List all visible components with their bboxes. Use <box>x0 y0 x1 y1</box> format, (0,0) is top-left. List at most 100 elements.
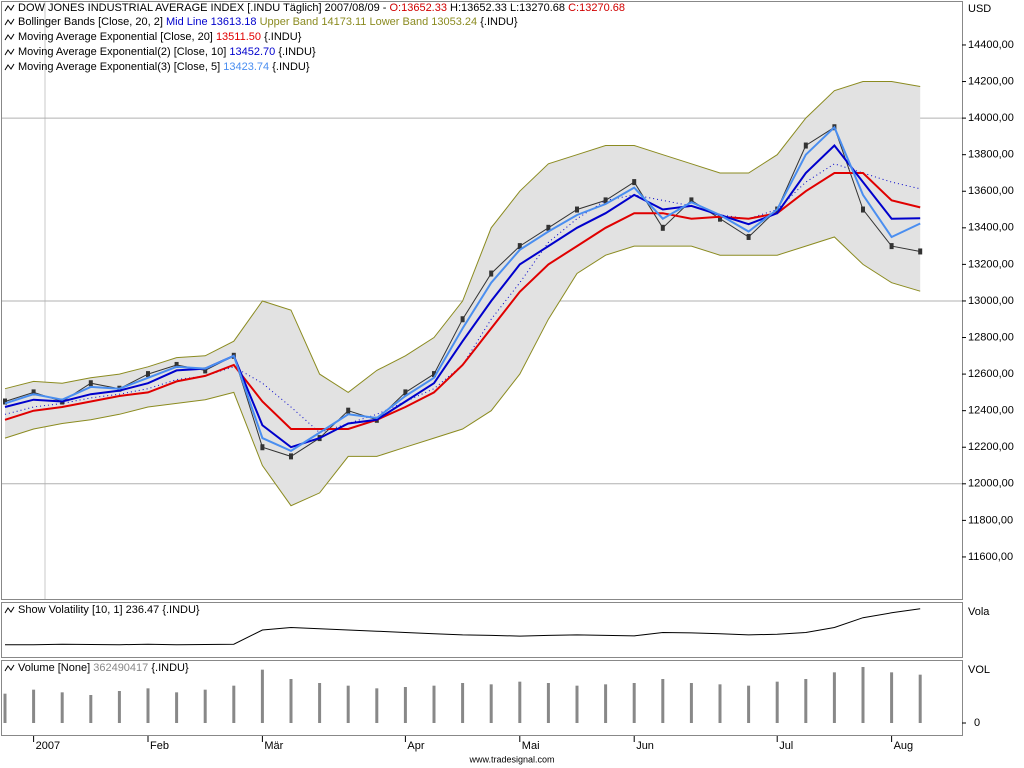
volume-bar <box>32 689 36 723</box>
volume-bar <box>3 693 7 723</box>
close-mark <box>203 367 208 374</box>
volume-bar <box>203 689 207 723</box>
close-mark <box>460 316 465 323</box>
legend-text: Bollinger Bands [Close, 20, 2] <box>18 16 163 28</box>
band-line <box>4 81 921 394</box>
volume-bar <box>432 685 436 723</box>
legend-line: Moving Average Exponential [Close, 20] 1… <box>18 31 302 43</box>
close-mark <box>260 444 265 451</box>
legend-text: Lower Band <box>370 16 429 28</box>
volume-bar <box>60 692 64 723</box>
vola-panel <box>1 602 963 658</box>
legend-line: Show Volatility [10, 1] 236.47 {.INDU} <box>18 604 200 616</box>
volume-bar <box>689 683 693 723</box>
volume-bar <box>489 684 493 723</box>
close-mark <box>632 179 637 186</box>
legend-text: {.INDU} <box>278 46 316 58</box>
close-mark <box>918 248 923 255</box>
x-tick-label: Aug <box>894 740 914 752</box>
legend-icon <box>4 4 15 12</box>
legend-text: C:13270.68 <box>568 2 625 14</box>
vola-axis-label: Vola <box>968 606 990 618</box>
close-mark <box>803 142 808 149</box>
x-tick-label: Jun <box>636 740 654 752</box>
volume-bar <box>260 669 264 723</box>
y-tick-label: 12800,00 <box>968 331 1014 343</box>
legend-line: Moving Average Exponential(3) [Close, 5]… <box>18 61 310 73</box>
legend-text: H:13652.33 L:13270.68 <box>450 2 565 14</box>
close-mark <box>289 453 293 460</box>
volume-bar <box>632 683 636 723</box>
close-mark <box>3 398 7 405</box>
legend-icon <box>4 48 15 56</box>
volume-bar <box>403 687 407 723</box>
ema-line <box>4 125 921 453</box>
volume-bar <box>718 684 722 723</box>
volume-bar <box>604 684 608 723</box>
volume-bar <box>890 672 894 723</box>
legend-text: 14173.11 <box>321 16 366 28</box>
legend-icon <box>4 664 15 672</box>
volume-bar <box>117 691 121 723</box>
close-mark <box>346 407 351 414</box>
volume-bar <box>375 688 379 723</box>
y-tick-label: 14400,00 <box>968 39 1014 51</box>
y-tick-label: 13400,00 <box>968 222 1014 234</box>
band-area <box>5 81 921 506</box>
legend-text: O:13652.33 <box>389 2 447 14</box>
y-tick-label: 11800,00 <box>968 514 1013 526</box>
legend-text: Moving Average Exponential [Close, 20] <box>18 31 213 43</box>
legend-text: {.INDU} <box>480 16 518 28</box>
close-mark <box>432 371 436 378</box>
legend-text: {.INDU} <box>264 31 302 43</box>
y-tick-label: 13600,00 <box>968 185 1014 197</box>
legend-line: Bollinger Bands [Close, 20, 2] Mid Line … <box>18 16 518 28</box>
x-tick-label: 2007 <box>36 740 60 752</box>
close-mark <box>403 389 408 396</box>
legend-text: {.INDU} <box>272 61 310 73</box>
y-tick-label: 0 <box>974 717 980 729</box>
legend-icon <box>4 33 15 41</box>
legend-text: 362490417 <box>93 662 148 674</box>
close-mark <box>861 206 865 213</box>
close-mark <box>88 380 93 387</box>
volume-panel <box>1 660 963 736</box>
volume-bar <box>318 683 322 723</box>
ema-line <box>4 172 921 430</box>
legend-text: {.INDU} <box>151 662 189 674</box>
volume-bar <box>804 679 808 723</box>
x-tick-label: Mär <box>264 740 283 752</box>
volume-bar <box>575 685 579 723</box>
volume-bar <box>918 674 922 723</box>
legend-text: 13423.74 <box>223 61 269 73</box>
legend-line: DOW JONES INDUSTRIAL AVERAGE INDEX [.IND… <box>18 2 625 14</box>
close-mark <box>889 243 894 250</box>
close-mark <box>575 206 579 213</box>
close-mark <box>517 243 522 250</box>
x-tick-label: Feb <box>150 740 169 752</box>
volume-bar <box>775 681 779 723</box>
volume-bar <box>175 692 179 723</box>
close-mark <box>546 224 551 231</box>
band-line <box>4 236 921 507</box>
legend-text: Moving Average Exponential(3) [Close, 5] <box>18 61 220 73</box>
volume-bar <box>832 672 836 723</box>
legend-text: Mid Line <box>166 16 208 28</box>
y-tick-label: 12400,00 <box>968 405 1014 417</box>
legend-text: Volume [None] <box>18 662 90 674</box>
currency: USD <box>968 3 991 15</box>
close-mark <box>146 371 150 378</box>
marks <box>2 44 966 742</box>
volume-bar <box>661 679 665 723</box>
close-mark <box>660 224 665 231</box>
volume-bar <box>146 688 150 723</box>
volume-axis-label: VOL <box>968 664 990 676</box>
legend-icon <box>4 63 15 71</box>
legend-icon <box>4 606 15 614</box>
legend-text: 13613.18 <box>211 16 257 28</box>
y-tick-label: 14000,00 <box>968 112 1014 124</box>
y-tick-label: 12000,00 <box>968 478 1014 490</box>
volume-bar <box>461 683 465 723</box>
legend-icon <box>4 18 15 26</box>
legend-text: 13452.70 <box>229 46 275 58</box>
